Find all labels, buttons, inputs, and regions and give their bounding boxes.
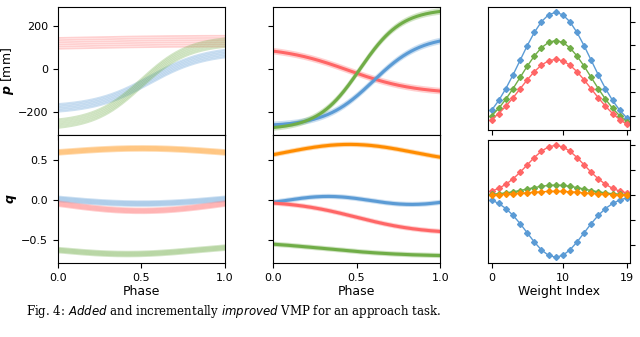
Y-axis label: $\boldsymbol{p}$ [mm]: $\boldsymbol{p}$ [mm]	[0, 47, 16, 95]
X-axis label: Phase: Phase	[338, 285, 375, 298]
Y-axis label: $\boldsymbol{q}$: $\boldsymbol{q}$	[6, 193, 19, 204]
Text: Fig. 4: $\it{Added}$ and incrementally $\it{improved}$ VMP for an approach task.: Fig. 4: $\it{Added}$ and incrementally $…	[26, 303, 440, 320]
X-axis label: Weight Index: Weight Index	[518, 285, 600, 298]
X-axis label: Phase: Phase	[123, 285, 160, 298]
